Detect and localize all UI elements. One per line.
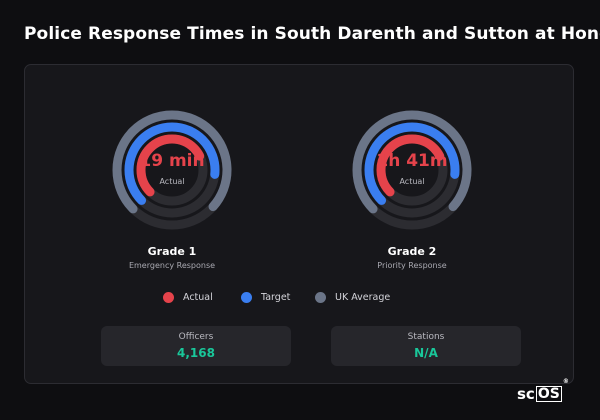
legend-dot-actual: [163, 292, 174, 303]
stations-value: N/A: [414, 346, 438, 360]
legend-item-uk-average: UK Average: [315, 292, 390, 303]
logo-os-text: OS: [535, 386, 562, 402]
grade-1-subtitle: Emergency Response: [128, 261, 216, 270]
stations-stat: Stations N/A: [331, 326, 521, 366]
officers-label: Officers: [178, 332, 214, 342]
uk-average-ring: [352, 110, 472, 230]
grade-2-rings: [352, 110, 472, 230]
grade-2-gauge: 1h 41m Actual: [347, 105, 477, 235]
grade-1-actual-caption: Actual: [159, 177, 185, 186]
actual-ring: [136, 134, 208, 206]
logo-sc-text: sc: [517, 385, 535, 403]
scos-logo: sc OS ®: [517, 378, 577, 403]
response-times-card: 19 min Actual Grade 1 Emergency Response…: [24, 64, 574, 384]
legend-label-target: Target: [261, 292, 291, 303]
grade-2-title: Grade 2: [387, 245, 437, 258]
grade-2-subtitle: Priority Response: [377, 261, 447, 270]
officers-value: 4,168: [177, 346, 215, 360]
legend: Actual Target UK Average: [25, 292, 575, 308]
legend-item-actual: Actual: [163, 292, 213, 303]
target-ring: [124, 122, 220, 218]
page-title: Police Response Times in South Darenth a…: [24, 24, 600, 44]
legend-dot-uk-average: [315, 292, 326, 303]
grade-2-actual-caption: Actual: [399, 177, 425, 186]
legend-item-target: Target: [241, 292, 290, 303]
legend-label-actual: Actual: [183, 292, 213, 303]
legend-label-uk-average: UK Average: [335, 292, 391, 303]
grade-2-actual-value: 1h 41m: [376, 151, 448, 171]
actual-ring: [376, 134, 448, 206]
grade-1-actual-value: 19 min: [139, 151, 205, 171]
uk-average-ring: [112, 110, 232, 230]
grade-1-gauge: 19 min Actual: [107, 105, 237, 235]
stations-label: Stations: [407, 332, 445, 342]
officers-stat: Officers 4,168: [101, 326, 291, 366]
legend-dot-target: [241, 292, 252, 303]
logo-registered-mark: ®: [562, 378, 569, 385]
grade-1-rings: [112, 110, 232, 230]
grade-1-title: Grade 1: [147, 245, 197, 258]
target-ring: [364, 122, 460, 218]
